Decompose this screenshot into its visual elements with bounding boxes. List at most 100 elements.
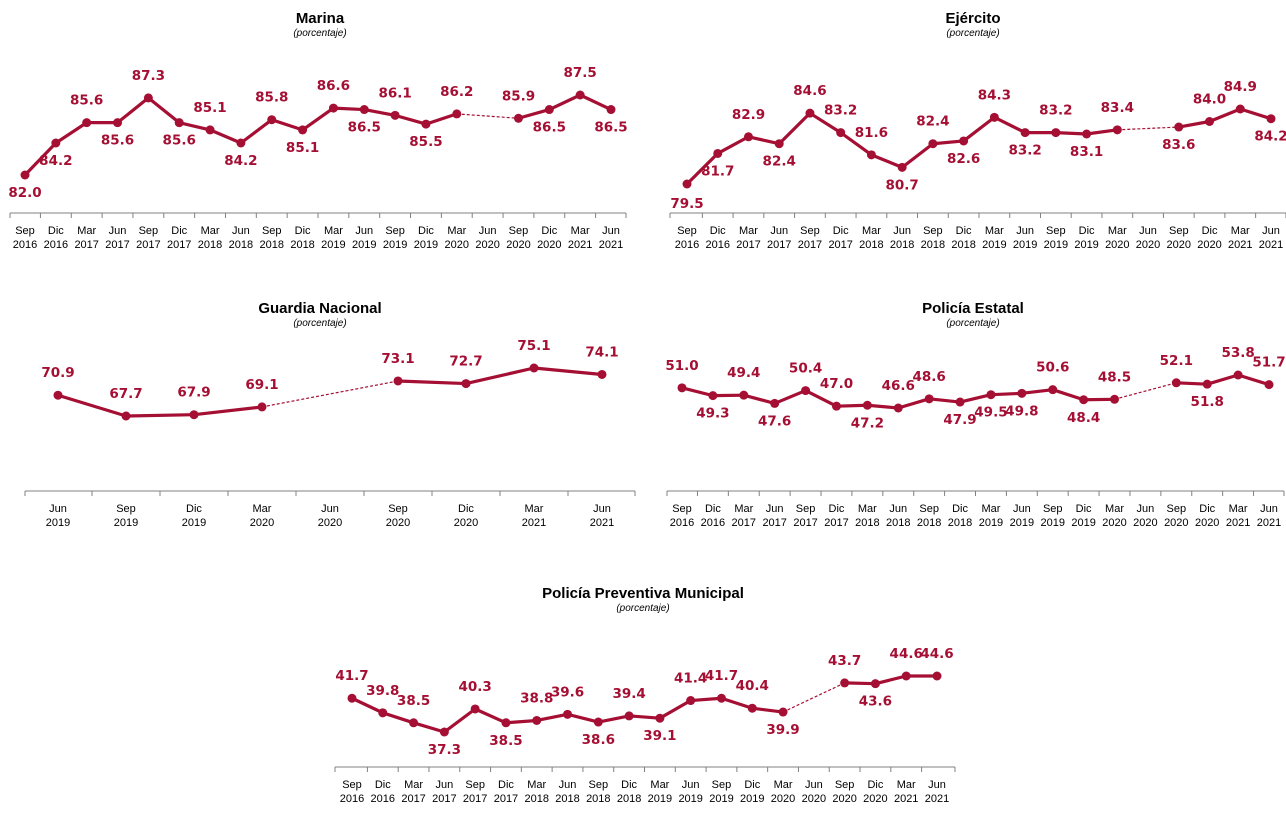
x-tick-label: 2018 [948, 517, 972, 529]
data-point [708, 391, 718, 401]
series-line-segment [1054, 131, 1089, 136]
series-line-segment [742, 393, 777, 406]
x-tick-label: 2019 [1040, 517, 1064, 529]
data-point [409, 718, 419, 728]
data-point [1235, 104, 1245, 114]
series-line-segment [270, 118, 305, 132]
data-label: 47.9 [943, 412, 976, 428]
data-label: 86.5 [594, 120, 627, 136]
data-label: 38.6 [582, 732, 615, 748]
x-tick-label: Sep [342, 779, 362, 791]
x-tick-label: Mar [253, 503, 272, 515]
x-tick-label: Sep [923, 225, 943, 237]
x-tick-label: 2020 [1167, 239, 1191, 251]
x-tick-label: Dic [48, 225, 64, 237]
x-tick-label: 2019 [648, 793, 672, 805]
data-point [1171, 378, 1181, 388]
data-point [544, 105, 554, 115]
chart-title: Policía Estatal [922, 300, 1024, 317]
data-label: 51.8 [1191, 394, 1224, 410]
x-tick-label: Jun [593, 503, 611, 515]
data-point [1017, 388, 1027, 398]
x-tick-label: 2021 [568, 239, 592, 251]
x-tick-label: 2018 [524, 793, 548, 805]
x-tick-label: 2016 [371, 793, 395, 805]
x-tick-label: Jun [109, 225, 127, 237]
series-line-segment [658, 698, 693, 720]
x-tick-label: 2016 [670, 517, 694, 529]
series-line-segment [535, 712, 570, 723]
data-point [20, 170, 30, 180]
data-point [1205, 117, 1215, 126]
x-tick-label: 2019 [352, 239, 376, 251]
series-line-segment [300, 106, 336, 132]
x-tick-label: Jun [770, 225, 788, 237]
data-point [1202, 379, 1212, 389]
x-tick-label: 2019 [114, 517, 138, 529]
series-line-segment [331, 106, 366, 112]
x-tick-label: Mar [525, 503, 544, 515]
x-tick-label: 2019 [1010, 517, 1034, 529]
data-label: 84.6 [793, 83, 826, 99]
series-line-segment [865, 403, 900, 410]
x-tick-label: 2017 [167, 239, 191, 251]
data-point [174, 118, 184, 128]
x-tick-label: 2020 [1195, 517, 1219, 529]
x-tick-label: Dic [710, 225, 726, 237]
chart-title: Policía Preventiva Municipal [542, 585, 744, 602]
data-point [347, 693, 357, 703]
series-line-segment [839, 131, 874, 157]
data-label: 70.9 [41, 365, 74, 381]
x-tick-label: Jun [232, 225, 250, 237]
data-point [955, 397, 965, 407]
x-tick-label: 2016 [675, 239, 699, 251]
x-tick-label: 2017 [494, 793, 518, 805]
data-label: 49.8 [1005, 403, 1038, 419]
series-gap-dashed-line [1117, 126, 1179, 131]
x-tick-label: Jun [321, 503, 339, 515]
x-tick-label: 2020 [318, 517, 342, 529]
data-point [529, 363, 539, 373]
x-tick-label: 2019 [182, 517, 206, 529]
x-tick-label: 2019 [383, 239, 407, 251]
series-line-segment [750, 706, 785, 714]
data-label: 39.9 [766, 722, 799, 738]
series-line-segment [350, 696, 385, 715]
x-tick-label: Mar [985, 225, 1004, 237]
data-label: 85.6 [101, 133, 134, 149]
data-point [989, 112, 999, 122]
data-label: 82.4 [916, 114, 949, 130]
x-tick-label: Mar [739, 225, 758, 237]
data-point [677, 383, 687, 393]
data-point [959, 136, 969, 146]
data-label: 67.9 [177, 385, 210, 401]
data-label: 84.2 [1254, 129, 1286, 145]
series-line-segment [1174, 381, 1209, 386]
data-point [563, 709, 573, 719]
x-tick-label: 2020 [386, 517, 410, 529]
x-tick-label: 2021 [599, 239, 623, 251]
series-line-segment [396, 379, 468, 386]
series-line-segment [900, 142, 935, 169]
x-tick-label: 2017 [793, 517, 817, 529]
data-point [461, 379, 471, 389]
x-tick-label: 2017 [136, 239, 160, 251]
data-point [378, 708, 388, 718]
data-point [53, 390, 63, 400]
data-point [328, 103, 338, 113]
x-tick-label: Sep [1043, 503, 1063, 515]
series-line-segment [473, 707, 508, 725]
x-tick-label: Jun [355, 225, 373, 237]
data-label: 85.6 [163, 133, 196, 149]
x-tick-label: 2021 [522, 517, 546, 529]
x-tick-label: Sep [465, 779, 485, 791]
series-line-segment [596, 714, 631, 724]
chart-panel-ejercito: Ejército (porcentaje) 79.5 81.7 82.9 82.4 84… [660, 0, 1286, 270]
data-point [655, 713, 665, 723]
data-label: 38.5 [489, 733, 522, 749]
x-tick-label: 2020 [832, 793, 856, 805]
series-line-segment [56, 393, 128, 418]
data-label: 39.6 [551, 684, 584, 700]
x-tick-label: 2017 [767, 239, 791, 251]
x-tick-label: 2019 [46, 517, 70, 529]
